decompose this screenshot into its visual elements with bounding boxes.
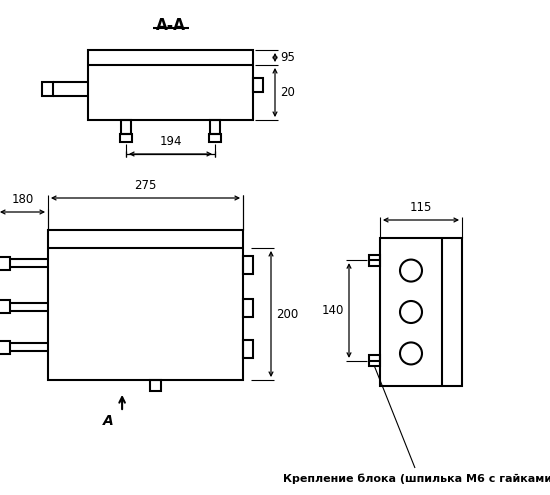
Text: 140: 140 bbox=[322, 304, 344, 317]
Bar bbox=[120, 134, 132, 142]
Bar bbox=[0, 300, 10, 313]
Bar bbox=[88, 50, 253, 120]
Text: 194: 194 bbox=[160, 135, 182, 148]
Bar bbox=[380, 238, 462, 386]
Text: А: А bbox=[103, 414, 113, 428]
Text: Крепление блока (шпилька М6 с гайками): Крепление блока (шпилька М6 с гайками) bbox=[283, 474, 550, 485]
Text: 20: 20 bbox=[280, 86, 295, 99]
Bar bbox=[42, 82, 53, 96]
Bar bbox=[0, 256, 10, 269]
Text: 95: 95 bbox=[280, 51, 295, 64]
Bar bbox=[243, 255, 253, 274]
Bar bbox=[48, 230, 243, 380]
Bar bbox=[150, 380, 161, 391]
Text: 115: 115 bbox=[410, 201, 432, 214]
Bar bbox=[0, 341, 10, 353]
Bar bbox=[210, 120, 220, 134]
Bar bbox=[243, 299, 253, 317]
Text: 200: 200 bbox=[276, 307, 298, 320]
Text: 275: 275 bbox=[134, 179, 157, 192]
Text: А-А: А-А bbox=[156, 18, 185, 33]
Bar bbox=[209, 134, 221, 142]
Bar bbox=[121, 120, 131, 134]
Bar bbox=[243, 340, 253, 357]
Bar bbox=[369, 355, 380, 366]
Bar bbox=[253, 78, 263, 92]
Text: 180: 180 bbox=[12, 193, 34, 206]
Bar bbox=[369, 255, 380, 266]
